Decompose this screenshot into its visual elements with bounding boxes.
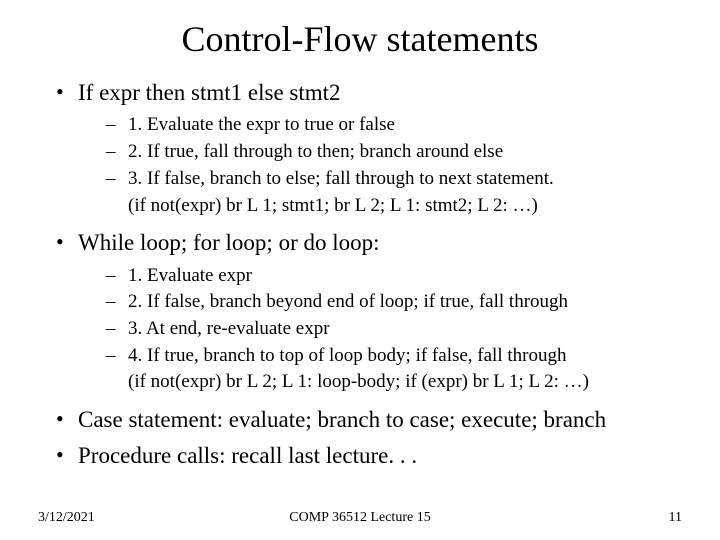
bullet-item: Case statement: evaluate; branch to case… bbox=[56, 405, 680, 434]
sub-list: 1. Evaluate the expr to true or false 2.… bbox=[78, 113, 680, 218]
footer: 3/12/2021 COMP 36512 Lecture 15 11 bbox=[0, 510, 720, 526]
sub-item: 2. If false, branch beyond end of loop; … bbox=[106, 290, 680, 315]
slide: Control-Flow statements If expr then stm… bbox=[0, 0, 720, 540]
sub-item: 1. Evaluate the expr to true or false bbox=[106, 113, 680, 138]
sub-list: 1. Evaluate expr 2. If false, branch bey… bbox=[78, 264, 680, 395]
bullet-text: If expr then stmt1 else stmt2 bbox=[78, 80, 341, 105]
bullet-item: If expr then stmt1 else stmt2 1. Evaluat… bbox=[56, 78, 680, 218]
sub-item: 3. At end, re-evaluate expr bbox=[106, 317, 680, 342]
sub-item: (if not(expr) br L 2; L 1: loop-body; if… bbox=[106, 370, 680, 395]
footer-date: 3/12/2021 bbox=[38, 510, 95, 526]
bullet-text: Procedure calls: recall last lecture. . … bbox=[78, 443, 417, 468]
bullet-item: While loop; for loop; or do loop: 1. Eva… bbox=[56, 228, 680, 395]
sub-item: 3. If false, branch to else; fall throug… bbox=[106, 167, 680, 192]
bullet-text: While loop; for loop; or do loop: bbox=[78, 230, 380, 255]
footer-center: COMP 36512 Lecture 15 bbox=[38, 510, 682, 526]
sub-item: 4. If true, branch to top of loop body; … bbox=[106, 344, 680, 369]
slide-title: Control-Flow statements bbox=[40, 18, 680, 60]
bullet-list: If expr then stmt1 else stmt2 1. Evaluat… bbox=[40, 78, 680, 470]
sub-item: (if not(expr) br L 1; stmt1; br L 2; L 1… bbox=[106, 194, 680, 219]
bullet-item: Procedure calls: recall last lecture. . … bbox=[56, 441, 680, 470]
sub-item: 2. If true, fall through to then; branch… bbox=[106, 140, 680, 165]
bullet-text: Case statement: evaluate; branch to case… bbox=[78, 407, 606, 432]
sub-item: 1. Evaluate expr bbox=[106, 264, 680, 289]
footer-page: 11 bbox=[669, 510, 682, 526]
